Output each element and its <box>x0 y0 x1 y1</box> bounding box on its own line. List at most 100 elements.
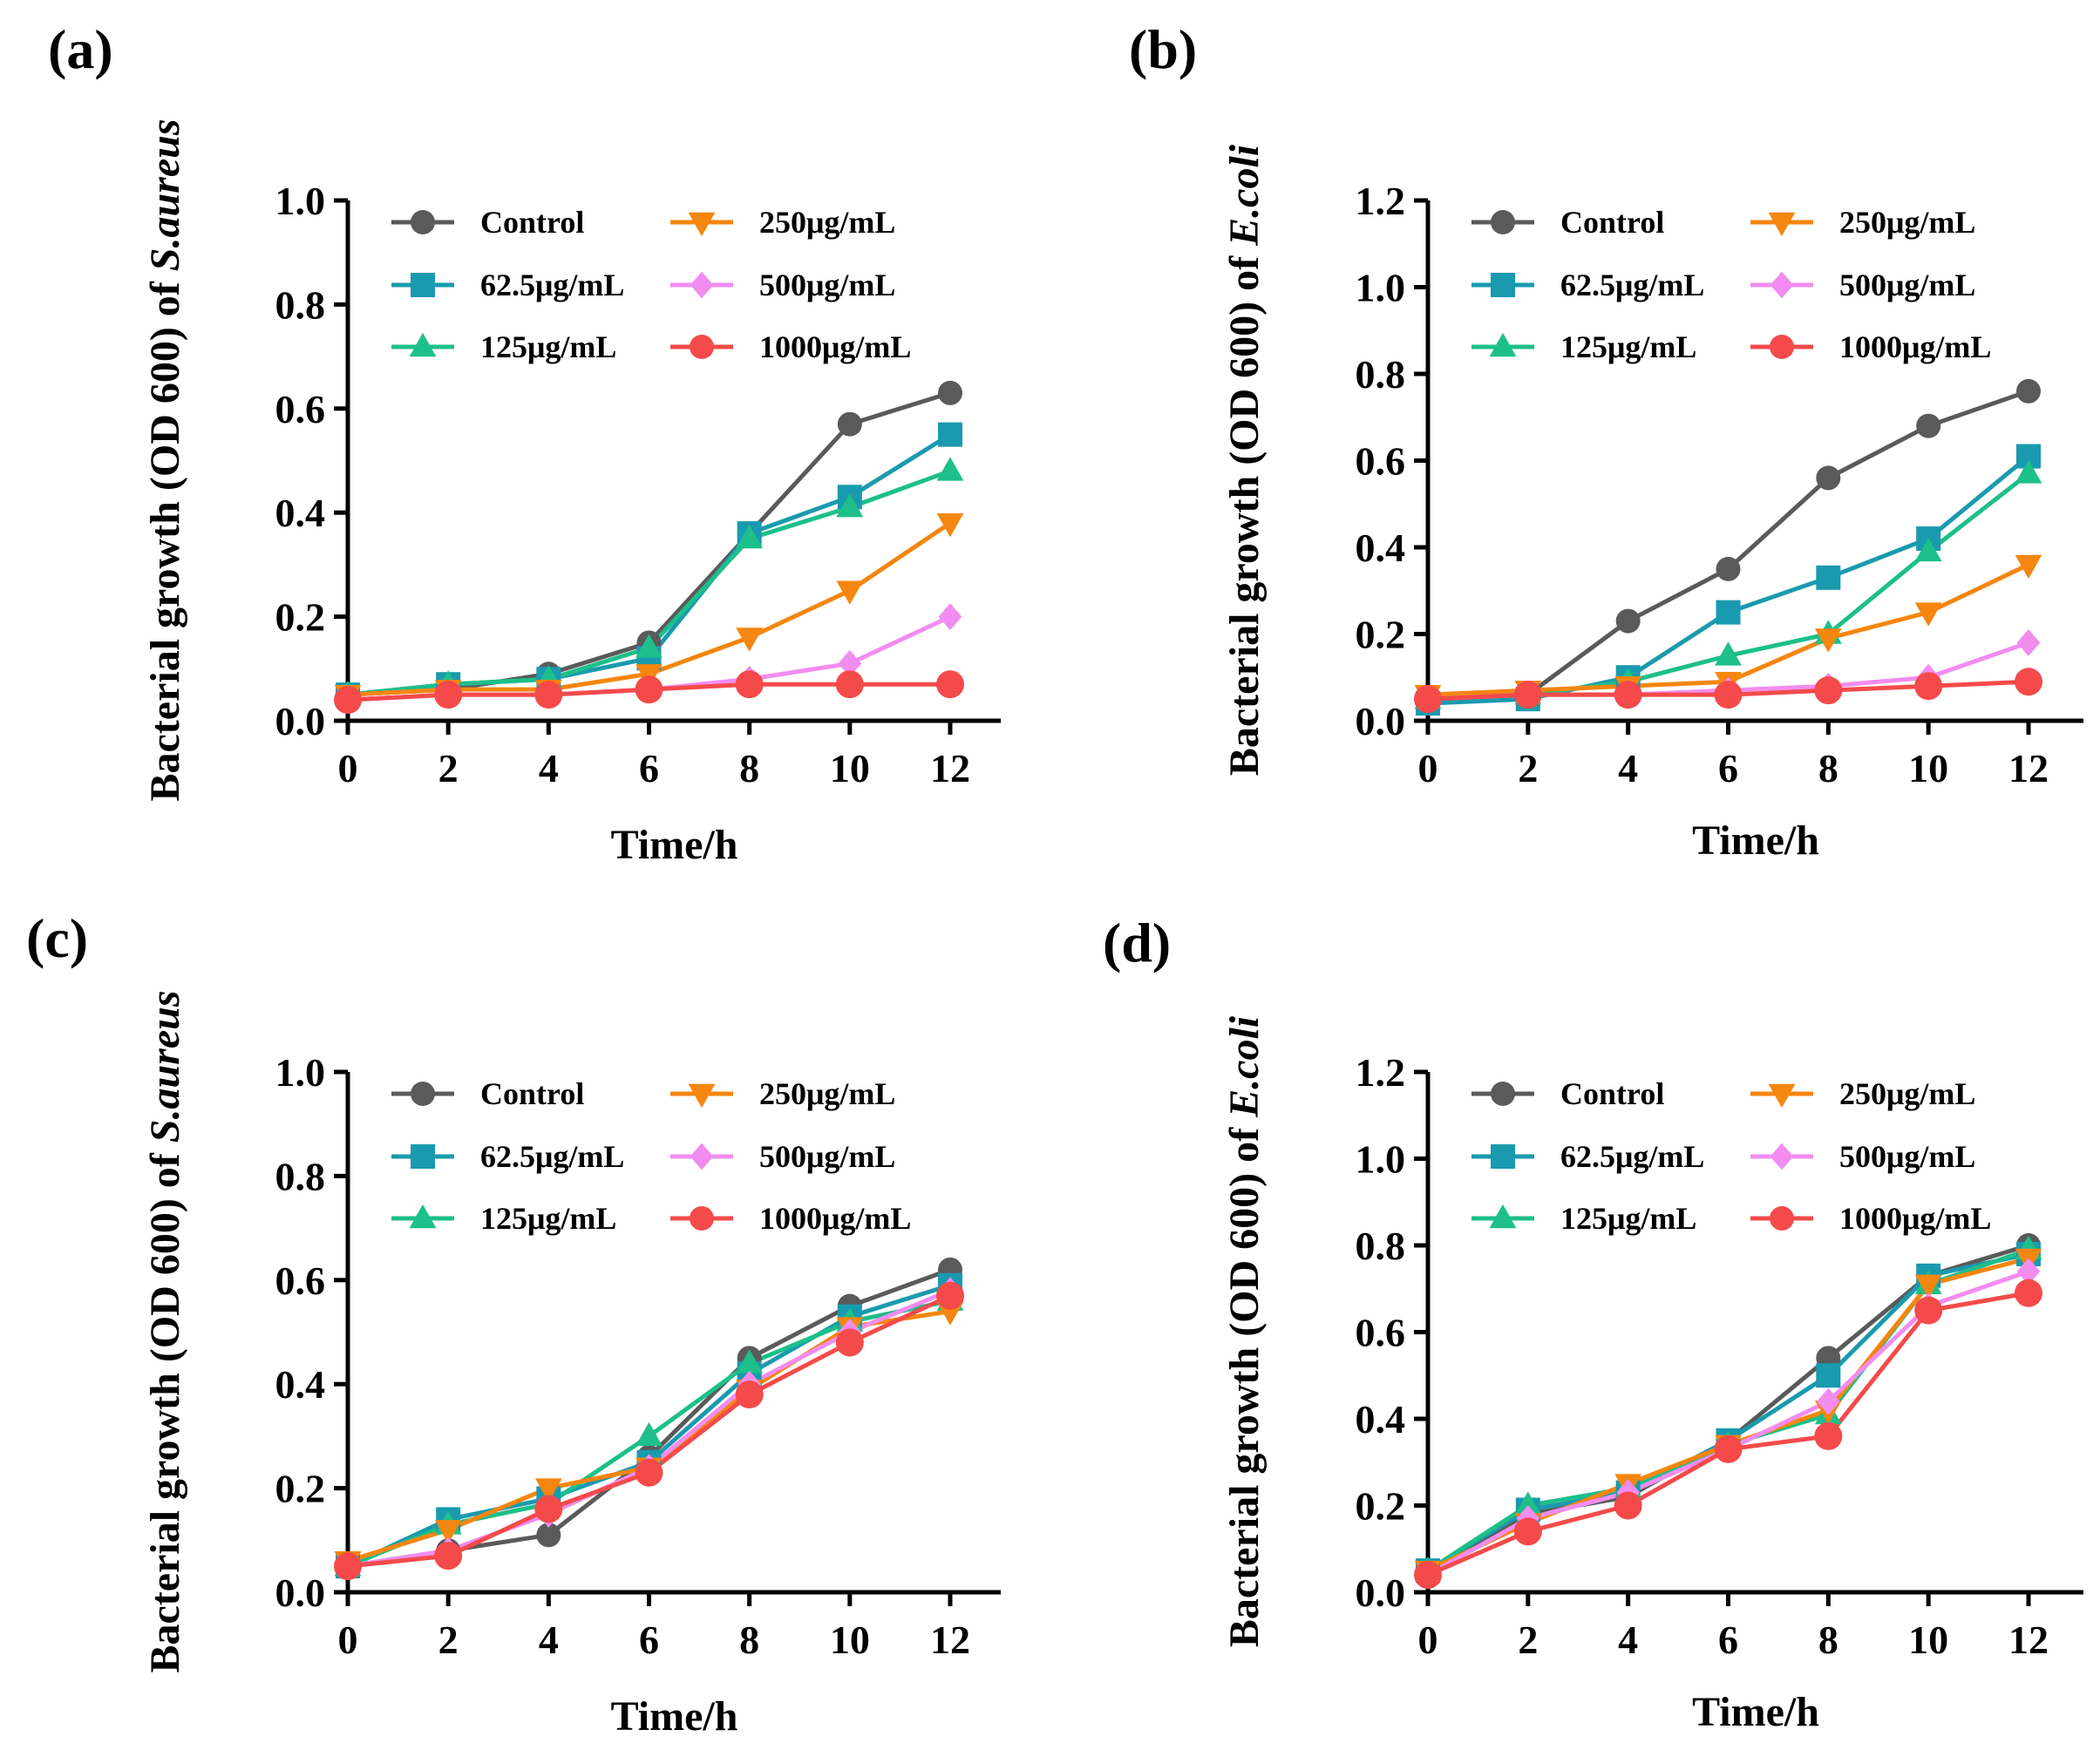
y-tick-label: 0.0 <box>1356 699 1406 743</box>
data-point <box>736 524 764 549</box>
y-tick-label: 0.8 <box>275 1154 326 1198</box>
legend-marker <box>409 332 437 357</box>
x-tick-label: 8 <box>739 746 759 790</box>
data-point <box>936 457 964 481</box>
data-point <box>936 1281 964 1310</box>
legend-label: Control <box>480 1076 584 1111</box>
y-axis-title: Bacterial growth (OD 600) of S.aureus <box>142 990 188 1672</box>
y-tick-label: 0.8 <box>1356 1224 1406 1268</box>
data-point <box>736 627 764 652</box>
legend-item: 1000μg/mL <box>1750 329 1991 364</box>
legend-label: 500μg/mL <box>759 1139 895 1174</box>
data-point <box>1816 1363 1841 1388</box>
x-tick-label: 4 <box>539 746 559 790</box>
data-point <box>635 675 663 704</box>
legend-label: 125μg/mL <box>1560 1201 1696 1236</box>
panel-d: (d) 0.0 0.2 0.4 0.6 0.8 1.0 1.2 0 2 4 6 8 10 12 Time/h B… <box>1103 912 2083 1735</box>
legend-label: 62.5μg/mL <box>480 1139 624 1174</box>
legend-marker <box>409 1204 437 1229</box>
data-point <box>1714 681 1743 709</box>
data-point <box>1716 600 1741 625</box>
data-point <box>936 512 964 538</box>
data-point <box>1514 1491 1542 1516</box>
legend-label: 125μg/mL <box>480 329 616 364</box>
data-point <box>1914 1296 1943 1325</box>
x-axis-title: Time/h <box>611 1693 738 1740</box>
legend-label: 500μg/mL <box>1839 268 1975 302</box>
y-axis-title-prefix: Bacterial growth (OD 600) of <box>1221 246 1267 776</box>
y-tick-label: 0.2 <box>1356 1484 1406 1529</box>
legend-item: 500μg/mL <box>670 268 895 302</box>
panel-c: (c) 0.0 0.2 0.4 0.6 0.8 1.0 0 2 4 6 8 10 12 Time/h Bact… <box>26 907 1001 1740</box>
legend-item: 250μg/mL <box>670 205 895 240</box>
legend-marker <box>411 210 435 234</box>
panel-label: (b) <box>1129 18 1197 80</box>
legend-item: 62.5μg/mL <box>391 268 624 302</box>
data-point <box>1914 1274 1942 1299</box>
y-tick-label: 0.2 <box>275 1467 326 1511</box>
x-tick-label: 10 <box>830 746 870 790</box>
data-point <box>534 681 563 709</box>
data-point <box>434 1520 462 1544</box>
data-point <box>334 686 362 715</box>
legend-label: 500μg/mL <box>1839 1139 1975 1174</box>
legend-item: 62.5μg/mL <box>1471 268 1704 302</box>
legend-item: 1000μg/mL <box>670 329 911 364</box>
legend-marker <box>411 1144 435 1169</box>
y-tick-label: 0.4 <box>1356 1397 1406 1441</box>
legend-label: 250μg/mL <box>759 1076 895 1111</box>
legend-item: 62.5μg/mL <box>1471 1139 1704 1174</box>
legend-item: 500μg/mL <box>1750 1139 1975 1174</box>
y-tick-label: 0.4 <box>275 1362 326 1407</box>
y-tick-label: 0.4 <box>275 491 326 535</box>
legend-label: 500μg/mL <box>759 268 895 302</box>
legend-marker <box>1770 271 1794 299</box>
x-tick-label: 2 <box>1518 1618 1538 1662</box>
data-point <box>735 1380 764 1409</box>
legend-marker <box>690 1206 714 1231</box>
x-tick-label: 6 <box>639 1618 659 1662</box>
data-point <box>1414 1561 1442 1590</box>
y-axis-title-prefix: Bacterial growth (OD 600) of <box>142 271 188 801</box>
legend-marker <box>690 335 714 359</box>
data-point <box>1513 681 1542 709</box>
data-point <box>1414 685 1442 714</box>
legend-marker <box>1489 1204 1517 1229</box>
data-point <box>835 1328 864 1357</box>
panel-label: (c) <box>26 907 88 969</box>
y-tick-label: 1.0 <box>275 1050 326 1095</box>
x-tick-label: 12 <box>930 746 970 790</box>
legend-item: 125μg/mL <box>391 329 616 364</box>
y-tick-label: 0.4 <box>1356 526 1406 570</box>
data-point <box>334 1552 362 1581</box>
x-tick-label: 10 <box>1908 1618 1948 1662</box>
legend-marker <box>1491 1082 1515 1106</box>
x-tick-label: 8 <box>1818 746 1838 790</box>
data-point <box>1914 602 1942 627</box>
data-point <box>1513 1517 1542 1546</box>
x-tick-label: 12 <box>2008 1618 2049 1662</box>
y-axis-title-species: E.coli <box>1221 1015 1267 1118</box>
data-point <box>938 380 962 405</box>
data-point <box>1817 1387 1840 1415</box>
y-tick-label: 0.8 <box>275 282 326 327</box>
legend-label: 125μg/mL <box>480 1201 616 1236</box>
y-tick-label: 1.2 <box>1356 1050 1406 1095</box>
y-tick-label: 1.2 <box>1356 179 1406 223</box>
y-axis-title: Bacterial growth (OD 600) of E.coli <box>1221 144 1267 776</box>
legend-marker <box>1489 332 1517 357</box>
y-axis-title-species: S.aureus <box>142 990 188 1143</box>
data-point <box>1816 565 1841 590</box>
y-tick-label: 0.6 <box>275 1258 326 1303</box>
data-point <box>2015 668 2042 696</box>
data-point <box>1916 413 1941 438</box>
legend-marker <box>688 212 716 237</box>
data-point <box>837 411 862 437</box>
data-point <box>635 1458 663 1487</box>
legend-marker <box>688 1083 716 1109</box>
data-point <box>1814 676 1843 705</box>
data-point <box>2016 629 2041 656</box>
legend-marker <box>1491 273 1515 297</box>
x-tick-label: 0 <box>338 746 358 790</box>
